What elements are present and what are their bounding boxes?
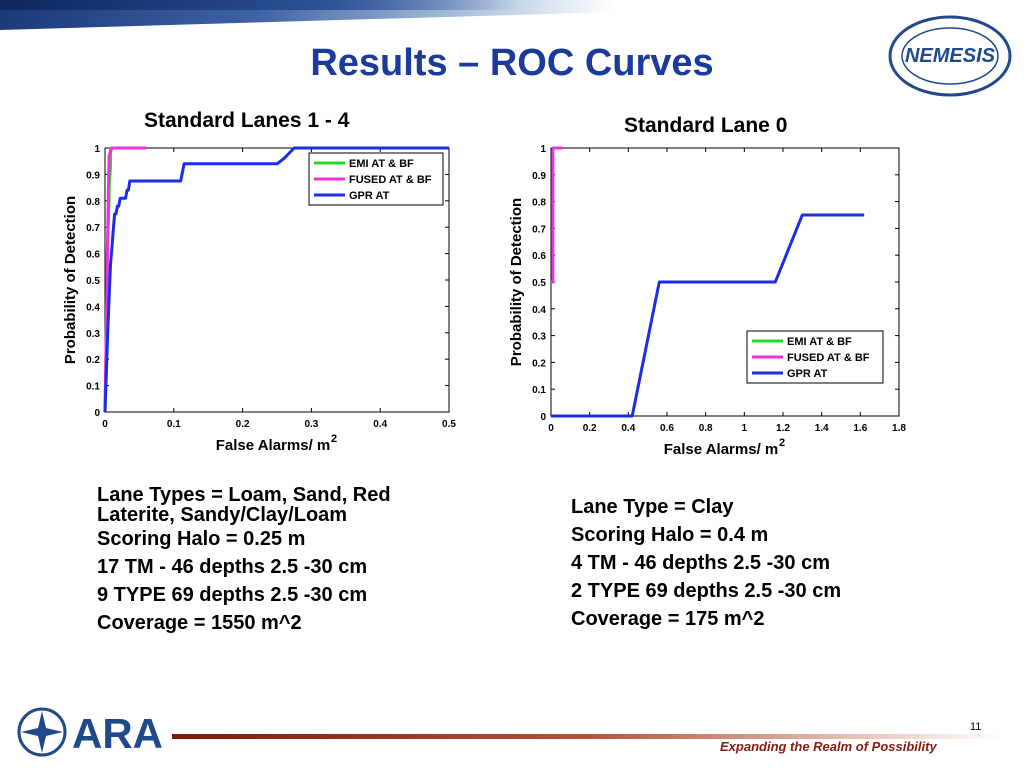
x-tick-label: 0.2	[236, 419, 250, 430]
ara-logo-text: ARA	[72, 710, 163, 757]
slide-title: Results – ROC Curves	[310, 42, 714, 84]
x-tick-label: 0	[548, 423, 554, 434]
x-tick-label: 0.8	[699, 423, 713, 434]
left-info-line: 17 TM - 46 depths 2.5 -30 cm	[97, 556, 368, 578]
nemesis-logo-text: NEMESIS	[905, 45, 996, 67]
page-number: 11	[970, 721, 982, 733]
nemesis-logo: NEMESIS	[888, 15, 1012, 97]
x-tick-label: 0.1	[167, 419, 181, 430]
y-tick-label: 1	[94, 144, 100, 155]
left-info-block: Lane Types = Loam, Sand, Red Laterite, S…	[97, 485, 391, 637]
y-tick-label: 0.6	[532, 251, 546, 262]
left-info-line: 9 TYPE 69 depths 2.5 -30 cm	[97, 584, 368, 606]
right-info-line: Coverage = 175 m^2	[571, 608, 765, 630]
legend-entry: FUSED AT & BF	[787, 352, 870, 364]
x-tick-label: 0.5	[442, 419, 456, 430]
y-tick-label: 0.2	[86, 355, 100, 366]
left-info-line: Coverage = 1550 m^2	[97, 612, 302, 634]
x-tick-label: 0.4	[373, 419, 387, 430]
y-tick-label: 0.5	[86, 276, 100, 287]
y-tick-label: 0.7	[86, 223, 100, 234]
y-tick-label: 0.1	[532, 385, 546, 396]
x-axis-label: False Alarms/ m	[216, 437, 331, 454]
y-tick-label: 0.6	[86, 250, 100, 261]
right-info-block: Lane Type = Clay Scoring Halo = 0.4 m 4 …	[571, 493, 841, 633]
right-info-line: 4 TM - 46 depths 2.5 -30 cm	[571, 552, 830, 574]
y-tick-label: 0	[94, 408, 100, 419]
x-axis-label: False Alarms/ m	[664, 441, 779, 458]
series-line-fused-at-bf	[551, 146, 563, 284]
x-axis-label-superscript: 2	[331, 433, 337, 445]
legend-entry: EMI AT & BF	[787, 336, 852, 348]
y-tick-label: 0.5	[532, 278, 546, 289]
ara-logo: ARA	[17, 707, 163, 757]
legend-entry: FUSED AT & BF	[349, 174, 432, 186]
chart-title-left: Standard Lanes 1 - 4	[144, 109, 350, 132]
x-tick-label: 0.6	[660, 423, 674, 434]
y-tick-label: 0.9	[532, 171, 546, 182]
left-info-line: Scoring Halo = 0.25 m	[97, 528, 306, 550]
right-info-line: 2 TYPE 69 depths 2.5 -30 cm	[571, 580, 842, 602]
y-tick-label: 0.3	[86, 329, 100, 340]
x-tick-label: 1.6	[853, 423, 867, 434]
y-tick-label: 0.3	[532, 332, 546, 343]
x-tick-label: 0.4	[621, 423, 635, 434]
x-tick-label: 1.8	[892, 423, 906, 434]
x-axis-label-superscript: 2	[779, 437, 785, 449]
left-info-line: Laterite, Sandy/Clay/Loam	[97, 504, 348, 526]
right-info-line: Scoring Halo = 0.4 m	[571, 524, 769, 546]
y-tick-label: 0.1	[86, 382, 100, 393]
series-line-gpr-at	[103, 146, 449, 413]
right-info-line: Lane Type = Clay	[571, 496, 734, 518]
y-axis-label: Probability of Detection	[62, 196, 79, 364]
y-axis-label: Probability of Detection	[508, 198, 525, 366]
y-tick-label: 0	[540, 412, 546, 423]
y-tick-label: 0.7	[532, 224, 546, 235]
top-decoration-bar	[0, 0, 520, 10]
y-tick-label: 0.4	[86, 302, 100, 313]
x-tick-label: 0.3	[304, 419, 318, 430]
y-tick-label: 0.8	[86, 197, 100, 208]
series-line-fused-at-bf	[103, 146, 147, 413]
series-line-gpr-at	[551, 213, 865, 418]
y-tick-label: 0.2	[532, 358, 546, 369]
legend-entry: EMI AT & BF	[349, 158, 414, 170]
roc-chart-lanes-1-4: 0 0.1 0.2 0.3 0.4 0.5 0 0.1 0.2 0.3 0.4 0.5 0.6 0.7 0.…	[62, 144, 456, 454]
x-tick-label: 1.4	[815, 423, 829, 434]
chart-title-right: Standard Lane 0	[624, 114, 788, 137]
y-tick-label: 0.9	[86, 170, 100, 181]
footer-divider	[172, 734, 1002, 739]
x-tick-label: 1.2	[776, 423, 790, 434]
footer-tagline: Expanding the Realm of Possibility	[720, 739, 937, 754]
left-info-line: Lane Types = Loam, Sand, Red	[97, 484, 391, 506]
y-tick-label: 0.8	[532, 198, 546, 209]
roc-chart-lane-0: 0 0.2 0.4 0.6 0.8 1 1.2 1.4 1.6 1.8 0 0.1 0.2 0.3 0.4 0…	[508, 144, 906, 458]
y-tick-label: 1	[540, 144, 546, 155]
x-tick-label: 1	[742, 423, 748, 434]
y-tick-label: 0.4	[532, 305, 546, 316]
x-tick-label: 0	[102, 419, 108, 430]
legend-entry: GPR AT	[787, 368, 828, 380]
x-tick-label: 0.2	[583, 423, 597, 434]
legend-entry: GPR AT	[349, 190, 390, 202]
